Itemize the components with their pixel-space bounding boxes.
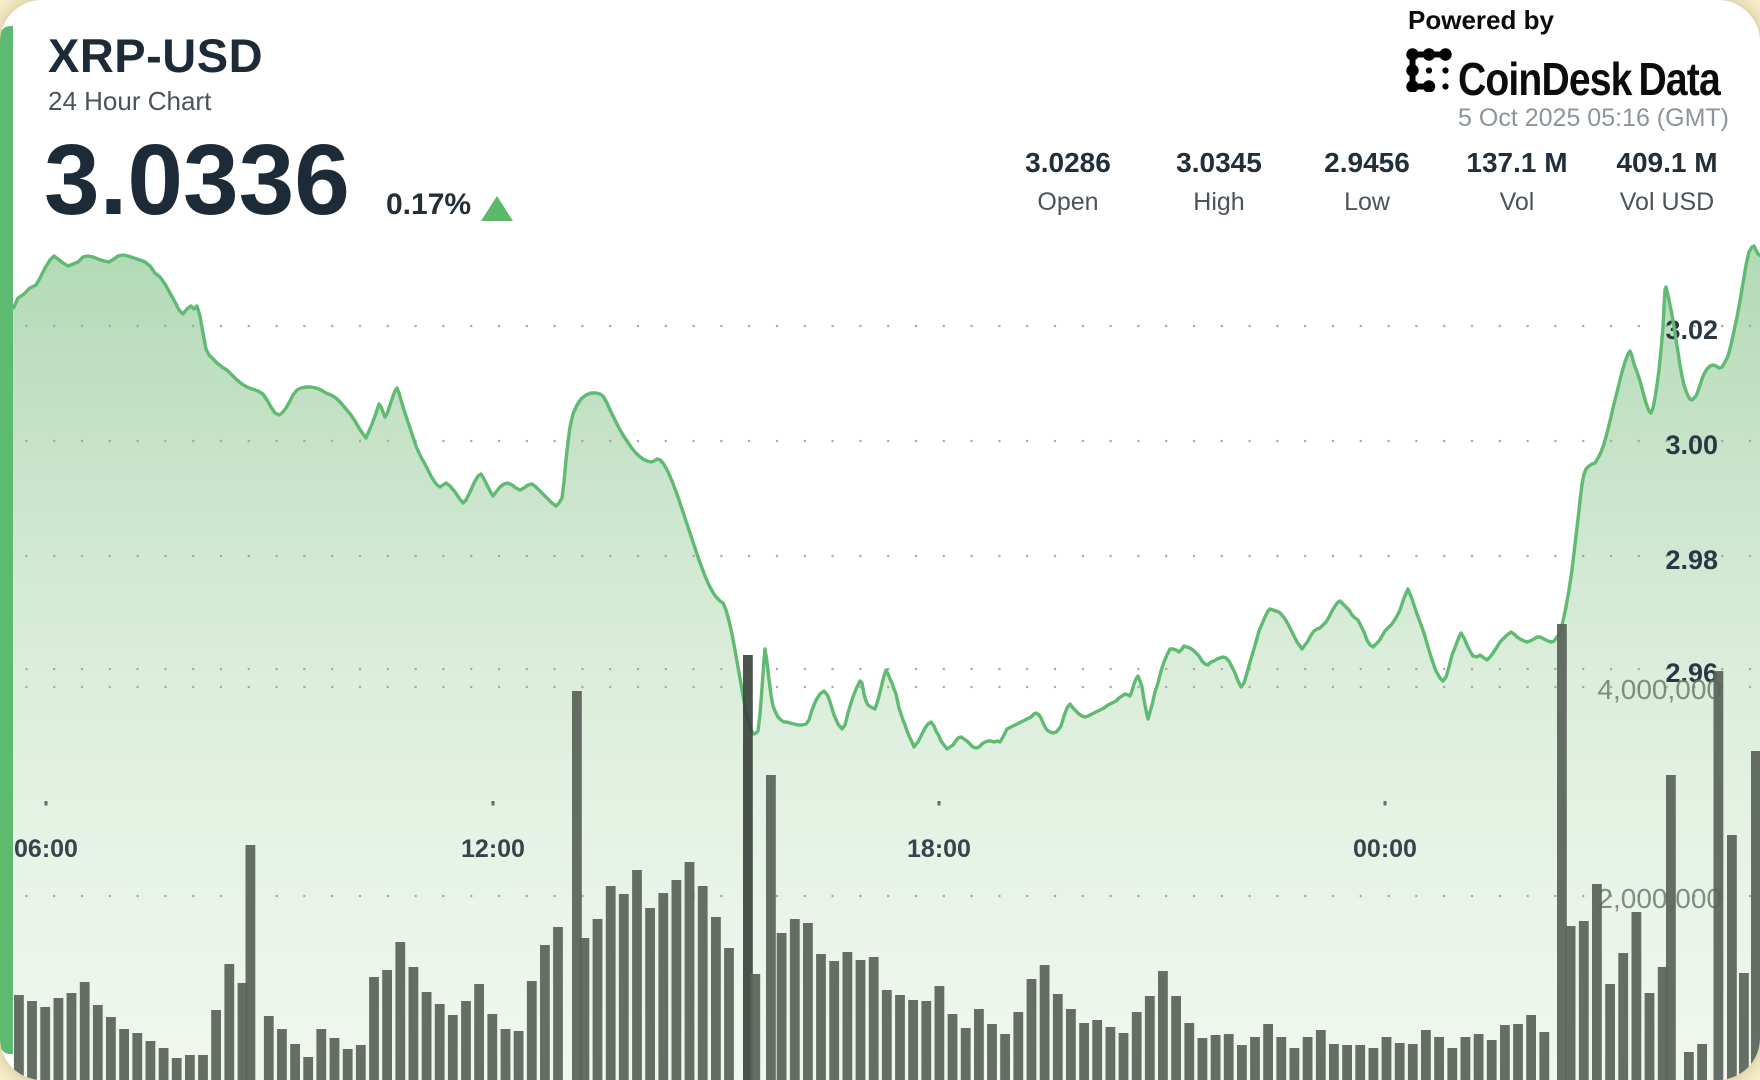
svg-text:4,000,000: 4,000,000: [1597, 674, 1722, 705]
svg-text:2.98: 2.98: [1665, 545, 1718, 575]
svg-text:18:00: 18:00: [907, 835, 971, 863]
svg-text:2,000,000: 2,000,000: [1597, 883, 1722, 914]
svg-text:12:00: 12:00: [461, 835, 525, 863]
svg-text:3.00: 3.00: [1665, 430, 1718, 460]
svg-text:00:00: 00:00: [1353, 835, 1417, 863]
svg-text:06:00: 06:00: [14, 835, 78, 863]
svg-text:2.96: 2.96: [1665, 658, 1718, 688]
